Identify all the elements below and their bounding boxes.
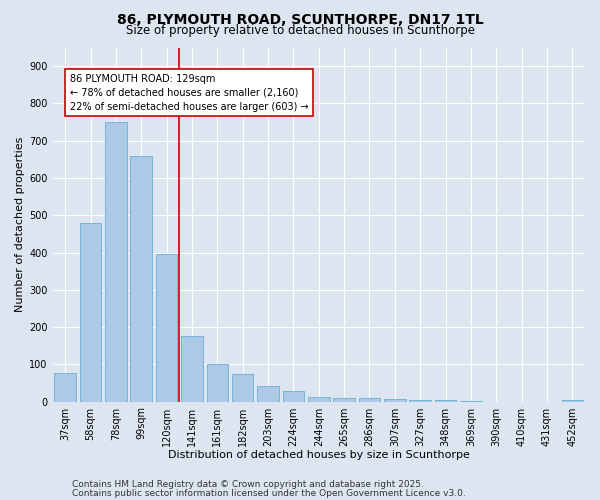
Bar — [283, 391, 304, 402]
Bar — [80, 224, 101, 402]
Bar — [562, 400, 583, 402]
Bar — [181, 336, 203, 402]
Bar — [105, 122, 127, 402]
Text: 86, PLYMOUTH ROAD, SCUNTHORPE, DN17 1TL: 86, PLYMOUTH ROAD, SCUNTHORPE, DN17 1TL — [116, 12, 484, 26]
Bar — [359, 398, 380, 402]
Bar — [55, 372, 76, 402]
Bar — [308, 397, 329, 402]
Bar — [156, 254, 178, 402]
Text: Contains HM Land Registry data © Crown copyright and database right 2025.: Contains HM Land Registry data © Crown c… — [72, 480, 424, 489]
Text: Size of property relative to detached houses in Scunthorpe: Size of property relative to detached ho… — [125, 24, 475, 37]
Bar — [257, 386, 279, 402]
Bar — [409, 400, 431, 402]
Y-axis label: Number of detached properties: Number of detached properties — [15, 137, 25, 312]
Bar — [334, 398, 355, 402]
Bar — [232, 374, 253, 402]
Bar — [435, 400, 457, 402]
Bar — [130, 156, 152, 402]
Text: Contains public sector information licensed under the Open Government Licence v3: Contains public sector information licen… — [72, 488, 466, 498]
Bar — [384, 400, 406, 402]
Bar — [206, 364, 228, 402]
X-axis label: Distribution of detached houses by size in Scunthorpe: Distribution of detached houses by size … — [168, 450, 470, 460]
Text: 86 PLYMOUTH ROAD: 129sqm
← 78% of detached houses are smaller (2,160)
22% of sem: 86 PLYMOUTH ROAD: 129sqm ← 78% of detach… — [70, 74, 308, 112]
